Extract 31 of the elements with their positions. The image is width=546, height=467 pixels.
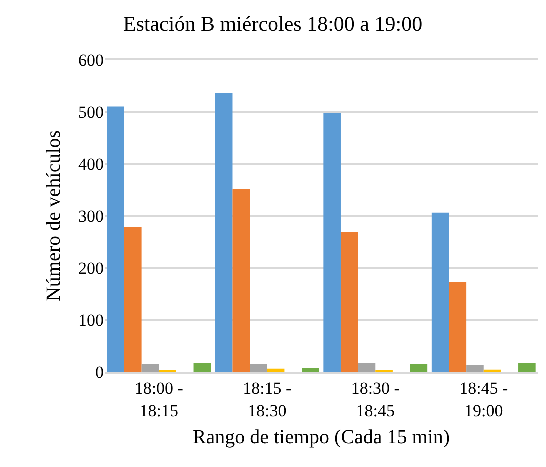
bar [466, 365, 484, 372]
y-tick-label: 0 [96, 362, 104, 382]
bar [340, 232, 358, 372]
y-tick-label: 500 [78, 102, 104, 122]
bar [232, 189, 250, 372]
y-tick-label: 100 [78, 310, 104, 330]
y-tick-label: 200 [78, 258, 104, 278]
bar [410, 364, 428, 372]
y-tick-label: 600 [78, 50, 104, 70]
bar [358, 363, 376, 372]
chart-title: Estación B miércoles 18:00 a 19:00 [123, 12, 423, 36]
x-axis-title: Rango de tiempo (Cada 15 min) [192, 426, 450, 448]
x-tick-label: 18:00 - 18:15 [134, 379, 184, 420]
y-axis-title: Número de vehículos [43, 130, 65, 302]
x-tick-label: 18:45 - 19:00 [460, 379, 509, 420]
bar [215, 93, 233, 372]
bar [302, 368, 320, 372]
y-tick-label: 300 [78, 206, 104, 226]
bar [124, 227, 142, 372]
bar [194, 363, 212, 372]
bar [518, 363, 536, 372]
bar [432, 212, 450, 372]
bar [142, 364, 160, 372]
bar [449, 282, 467, 372]
x-tick-label: 18:30 - 18:45 [351, 379, 400, 420]
bar [324, 114, 341, 372]
x-tick-label: 18:15 - 18:30 [243, 379, 292, 420]
bar [267, 368, 285, 372]
bar [250, 364, 268, 372]
bar [107, 106, 124, 372]
y-tick-label: 400 [78, 154, 104, 174]
